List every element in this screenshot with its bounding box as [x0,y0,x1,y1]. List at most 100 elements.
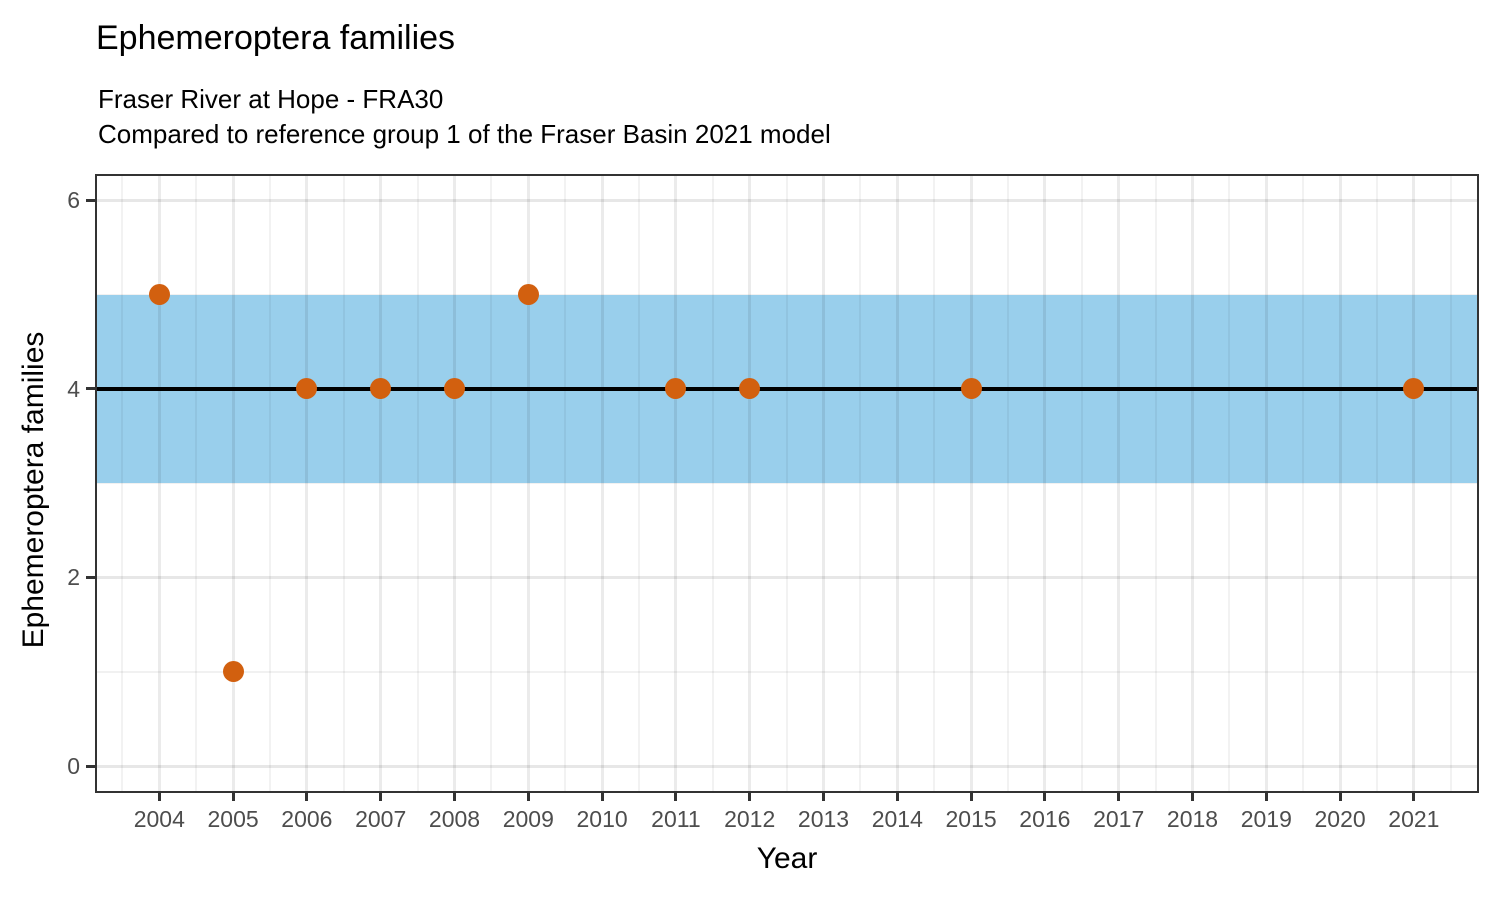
h-gridline-major [97,764,1477,768]
v-gridline-minor [490,176,493,791]
x-tick-label: 2013 [797,806,850,832]
x-tick [157,793,161,801]
x-tick [969,793,973,801]
v-gridline-minor [711,176,714,791]
v-gridline-major [1264,176,1268,791]
v-gridline-major [1338,176,1342,791]
v-gridline-major [305,176,309,791]
v-gridline-minor [195,176,198,791]
data-point [960,378,982,400]
x-tick [600,793,604,801]
v-gridline-minor [1154,176,1157,791]
y-tick-label: 6 [67,187,80,214]
x-tick [1043,793,1047,801]
x-tick [379,793,383,801]
data-point [1403,378,1425,400]
v-gridline-minor [1080,176,1083,791]
data-point [444,378,465,400]
x-tick-label: 2015 [945,806,997,832]
x-tick-label: 2019 [1240,806,1292,832]
x-tick [305,793,309,801]
data-point [296,378,318,400]
x-tick [1191,793,1194,801]
v-gridline-minor [1007,176,1009,791]
x-tick-label: 2009 [502,806,554,832]
v-gridline-major [231,176,235,791]
v-gridline-minor [342,176,345,791]
x-tick-label: 2020 [1314,806,1366,832]
v-gridline-minor [785,176,788,791]
x-tick [822,793,825,801]
h-gridline-minor [97,670,1477,673]
v-gridline-major [969,176,973,791]
v-gridline-major [379,176,383,791]
v-gridline-major [600,176,604,791]
x-tick-label: 2018 [1166,806,1219,832]
x-tick-label: 2014 [871,806,923,832]
y-tick [86,387,95,391]
v-gridline-minor [1449,176,1452,791]
x-tick-label: 2017 [1093,806,1145,832]
v-gridline-major [1412,176,1416,791]
x-tick-label: 2011 [651,806,701,832]
chart-subtitle-line1: Fraser River at Hope - FRA30 [98,84,444,114]
y-tick-label: 0 [67,753,80,779]
v-gridline-minor [1376,176,1378,791]
v-gridline-major [526,176,530,791]
chart-subtitle-line2: Compared to reference group 1 of the Fra… [98,119,831,149]
h-gridline-major [97,198,1477,202]
x-tick-label: 2005 [207,806,259,832]
x-tick [895,793,899,801]
x-tick-label: 2007 [355,806,407,832]
v-gridline-major [1117,176,1121,791]
v-gridline-major [895,176,899,791]
v-gridline-major [748,176,752,791]
x-tick [453,793,456,801]
v-gridline-major [157,176,161,791]
v-gridline-minor [564,176,567,791]
data-point [517,284,539,305]
v-gridline-major [822,176,825,791]
x-tick [674,793,678,801]
v-gridline-minor [638,176,640,791]
x-tick [1117,793,1121,801]
v-gridline-major [674,176,678,791]
v-gridline-minor [1302,176,1305,791]
h-gridline-major [97,575,1477,579]
x-tick-label: 2004 [133,806,185,832]
reference-line [97,386,1477,391]
chart-title: Ephemeroptera families [96,19,456,57]
data-point [222,661,244,683]
v-gridline-minor [859,176,862,791]
y-axis-title: Ephemeroptera families [17,331,50,649]
x-tick-label: 2021 [1388,806,1440,832]
data-point [370,378,392,400]
x-tick [526,793,530,801]
x-tick [231,793,235,801]
x-tick [1412,793,1416,801]
data-point [739,378,761,400]
y-tick [86,198,95,202]
x-tick [748,793,752,801]
y-tick [86,575,95,579]
h-gridline-minor [97,482,1477,485]
v-gridline-minor [1228,176,1231,791]
v-gridline-minor [121,176,124,791]
x-tick-label: 2010 [576,806,628,832]
x-tick-label: 2008 [428,806,481,832]
x-tick [1264,793,1268,801]
y-tick-label: 4 [67,375,80,402]
y-tick-label: 2 [67,564,80,591]
v-gridline-major [1043,176,1047,791]
data-point [665,378,687,400]
v-gridline-minor [416,176,419,791]
y-tick [86,764,95,768]
v-gridline-major [1191,176,1194,791]
x-tick-label: 2006 [281,806,333,832]
data-point [148,284,170,305]
chart-subtitle: Fraser River at Hope - FRA30 Compared to… [98,82,831,152]
v-gridline-minor [933,176,936,791]
x-axis-title: Year [756,842,818,875]
x-tick [1338,793,1342,801]
